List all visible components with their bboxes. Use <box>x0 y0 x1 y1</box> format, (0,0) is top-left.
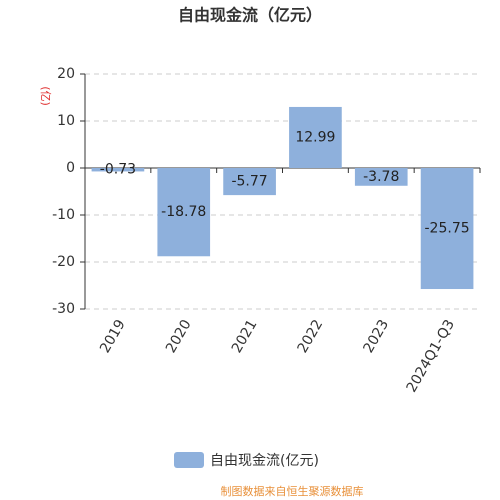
bar <box>157 168 211 257</box>
bar <box>91 168 145 172</box>
bar <box>354 168 408 186</box>
legend-swatch <box>174 452 204 468</box>
bar <box>420 168 474 290</box>
value-label: 12.99 <box>295 129 335 145</box>
x-tick-label: 2019 <box>97 317 129 356</box>
y-tick-label: -30 <box>52 301 75 317</box>
legend-label: 自由现金流(亿元) <box>210 453 319 469</box>
y-tick-label: 0 <box>66 160 75 176</box>
value-label: -5.77 <box>231 174 267 190</box>
y-tick-label: 20 <box>57 66 75 82</box>
y-tick-label: 10 <box>57 113 75 129</box>
value-label: -3.78 <box>363 169 399 185</box>
value-label: -0.73 <box>100 162 136 178</box>
y-tick-label: -10 <box>52 207 75 223</box>
x-tick-label: 2024Q1-Q3 <box>404 317 458 395</box>
x-tick-label: 2021 <box>229 317 261 356</box>
y-tick-label: -20 <box>52 254 75 270</box>
value-label: -18.78 <box>161 204 206 220</box>
bar <box>289 106 342 168</box>
chart-title: 自由现金流（亿元） <box>178 6 322 25</box>
bar <box>223 168 276 196</box>
x-tick-label: 2022 <box>295 317 327 356</box>
x-tick-label: 2020 <box>163 317 195 356</box>
y-axis-label: (亿) <box>39 86 52 106</box>
x-tick-label: 2023 <box>361 317 393 356</box>
value-label: -25.75 <box>425 221 470 237</box>
source-note: 制图数据来自恒生聚源数据库 <box>221 484 364 498</box>
